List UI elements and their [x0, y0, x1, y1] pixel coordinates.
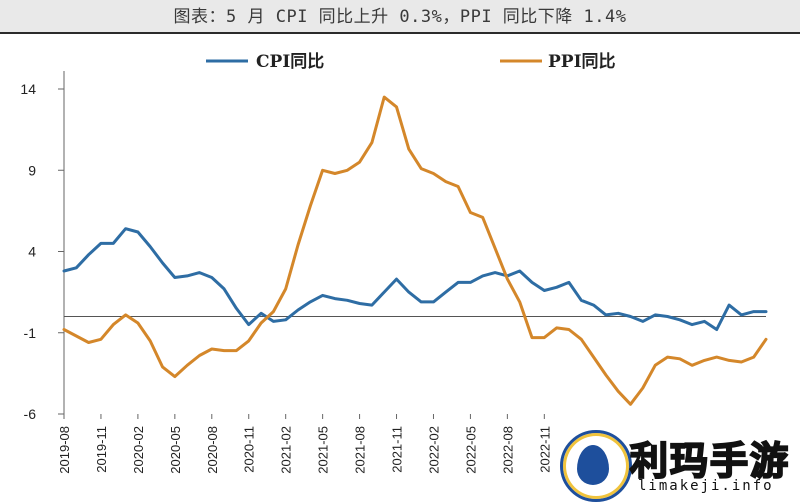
y-tick-label: -6: [24, 406, 37, 422]
series-line-ppi: [62, 95, 768, 406]
watermark-brand: 利玛手游: [629, 438, 791, 484]
y-tick-label: 14: [20, 81, 36, 97]
x-tick-label: 2020-08: [205, 426, 220, 474]
y-tick-label: 4: [28, 244, 36, 260]
x-tick-label: 2019-11: [94, 426, 109, 473]
x-tick-label: 2021-11: [390, 426, 405, 473]
chart-caption: 图表：5 月 CPI 同比上升 0.3%，PPI 同比下降 1.4%: [173, 7, 627, 27]
x-tick-label: 2022-02: [426, 426, 441, 474]
legend-label: CPI同比: [256, 51, 324, 72]
series-line-cpi: [62, 227, 768, 331]
x-axis: 2019-08 2019-11 2020-02 2020-05 2020-08 2020-…: [57, 414, 552, 474]
legend-label: PPI同比: [548, 51, 616, 72]
watermark: 利玛手游 limakeji.info: [552, 426, 800, 502]
y-tick-label: 9: [28, 162, 36, 178]
watermark-logo-icon: [560, 430, 632, 502]
watermark-url: limakeji.info: [638, 478, 774, 494]
x-tick-label: 2020-11: [242, 426, 257, 473]
x-tick-label: 2021-05: [316, 426, 331, 474]
x-tick-label: 2020-05: [168, 426, 183, 474]
series-lines: [62, 95, 768, 406]
x-tick-label: 2022-11: [537, 426, 552, 473]
caption-bar: 图表：5 月 CPI 同比上升 0.3%，PPI 同比下降 1.4%: [0, 0, 800, 34]
x-tick-label: 2022-05: [463, 426, 478, 474]
legend: CPI同比 PPI同比: [206, 51, 616, 72]
y-axis: 14 9 4 -1 -6: [20, 71, 65, 422]
x-tick-label: 2021-08: [353, 426, 368, 474]
x-tick-label: 2019-08: [57, 426, 72, 474]
x-tick-label: 2020-02: [131, 426, 146, 474]
x-tick-label: 2022-08: [500, 426, 515, 474]
x-tick-label: 2021-02: [279, 426, 294, 474]
y-tick-label: -1: [24, 325, 37, 341]
line-chart: CPI同比 PPI同比 14 9 4 -1 -6 2019-08 2019-11 2020-0…: [20, 51, 768, 474]
